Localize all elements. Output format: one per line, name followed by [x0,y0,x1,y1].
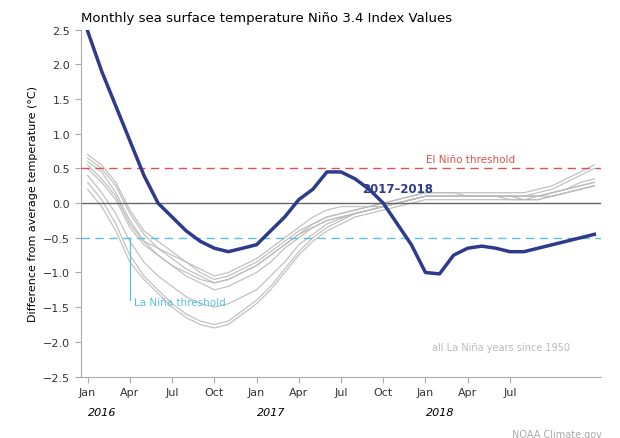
Text: Monthly sea surface temperature Niño 3.4 Index Values: Monthly sea surface temperature Niño 3.4… [81,12,452,25]
Text: all La Niña years since 1950: all La Niña years since 1950 [433,342,570,352]
Text: 2017–2018: 2017–2018 [362,182,433,195]
Text: El Niño threshold: El Niño threshold [427,155,516,165]
Y-axis label: Difference from average temperature (°C): Difference from average temperature (°C) [27,86,37,321]
Text: La Niña threshold: La Niña threshold [134,297,226,307]
Text: 2017: 2017 [257,407,285,417]
Text: 2016: 2016 [87,407,116,417]
Text: NOAA Climate.gov: NOAA Climate.gov [512,429,601,438]
Text: 2018: 2018 [425,407,454,417]
